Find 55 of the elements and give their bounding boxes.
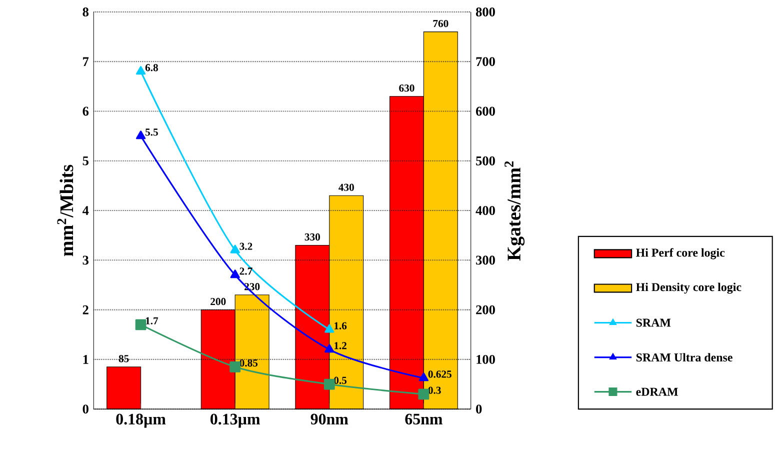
data-label: 0.625 [428,370,452,378]
legend-label: SRAM Ultra dense [636,353,732,362]
data-label: 630 [399,84,414,92]
y2-tick-label: 800 [476,8,495,17]
point [230,244,240,254]
y2-tick-label: 500 [476,156,495,166]
data-label: 0.85 [240,360,258,367]
data-label: 5.5 [145,128,158,136]
x-tick-label: 90nm [310,414,348,425]
data-label: 1.6 [334,322,347,330]
y2-tick-label: 200 [476,306,495,314]
y-tick-label: 7 [83,57,89,66]
y2-tick-label: 600 [476,106,495,116]
y2-axis-title: Kgates/mm$^{2}$ [504,162,525,261]
data-label: 6.8 [145,64,158,72]
y-tick-label: 3 [82,256,88,265]
point [324,379,335,390]
y-tick-label: 5 [82,156,88,166]
point [418,388,430,400]
point [324,344,334,353]
data-label: 1.2 [334,342,346,350]
point [136,66,146,75]
point [324,324,334,333]
y-tick-label: 1 [83,355,88,364]
point [136,130,146,140]
point [135,319,146,330]
y2-tick-label: 300 [476,256,495,265]
y2-tick-label: 400 [476,206,495,216]
x-tick-label: 0.18µm [116,414,166,428]
y2-tick-label: 100 [476,355,495,364]
data-label: 3.2 [240,242,252,250]
y2-tick-label: 0 [476,404,482,414]
data-label: 760 [433,20,448,28]
y2-tick-label: 700 [476,57,495,66]
data-label: 1.7 [146,317,158,325]
y-tick-label: 4 [82,206,89,216]
legend-label: SRAM [636,318,671,327]
x-tick-label: 0.13µm [210,414,260,428]
legend-label: eDRAM [636,388,678,396]
y-axis-title: mm$^{2}$/Mbits [57,165,74,256]
data-label: 200 [210,298,226,306]
legend-label: Hi Perf core logic [636,248,725,260]
data-label: 430 [338,184,354,192]
y-tick-label: 0 [82,404,88,414]
x-tick-label: 65nm [405,414,442,425]
legend-label: Hi Density core logic [636,282,742,294]
y-tick-label: 6 [82,106,89,116]
point [230,270,240,278]
data-label: 330 [304,234,320,241]
data-label: 2.7 [240,268,252,275]
y-tick-label: 8 [82,8,89,17]
y-tick-label: 2 [82,306,88,314]
data-label: 85 [118,355,129,362]
point [230,362,241,373]
point [418,372,429,382]
